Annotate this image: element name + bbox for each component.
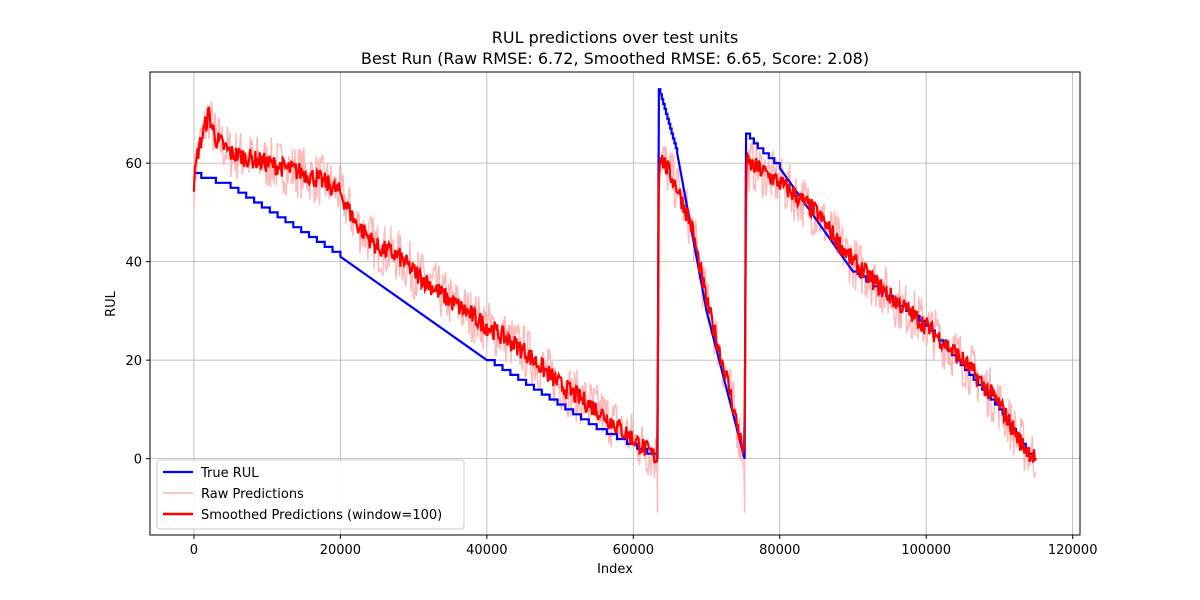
axis-ticks: 0 20000 40000 60000 80000 100000 120000 0 20 40 60: [125, 157, 1097, 558]
x-tick-label: 0: [190, 543, 198, 558]
series-true-rul: [193, 88, 1034, 459]
plot-frame: [149, 71, 1081, 536]
chart-subtitle: Best Run (Raw RMSE: 6.72, Smoothed RMSE:…: [361, 49, 869, 68]
legend-label-true-rul: True RUL: [200, 466, 259, 481]
y-tick-label: 0: [134, 453, 142, 468]
y-tick-label: 20: [125, 354, 142, 369]
y-axis-label: RUL: [104, 290, 119, 317]
x-tick-label: 40000: [466, 543, 507, 558]
x-tick-label: 20000: [320, 543, 361, 558]
x-tick-label: 60000: [613, 543, 654, 558]
x-tick-label: 80000: [759, 543, 800, 558]
y-tick-label: 60: [125, 157, 142, 172]
x-tick-label: 100000: [901, 543, 951, 558]
y-tick-label: 40: [125, 256, 142, 271]
series-layer: [192, 88, 1037, 513]
legend: True RUL Raw Predictions Smoothed Predic…: [156, 459, 465, 530]
chart-title: RUL predictions over test units: [492, 28, 738, 47]
legend-label-raw-predictions: Raw Predictions: [201, 487, 304, 502]
x-axis-label: Index: [597, 562, 633, 577]
legend-box: [156, 459, 465, 530]
legend-label-smoothed-predictions: Smoothed Predictions (window=100): [201, 508, 442, 523]
series-smoothed-predictions: [192, 105, 1037, 464]
x-tick-label: 120000: [1048, 543, 1098, 558]
